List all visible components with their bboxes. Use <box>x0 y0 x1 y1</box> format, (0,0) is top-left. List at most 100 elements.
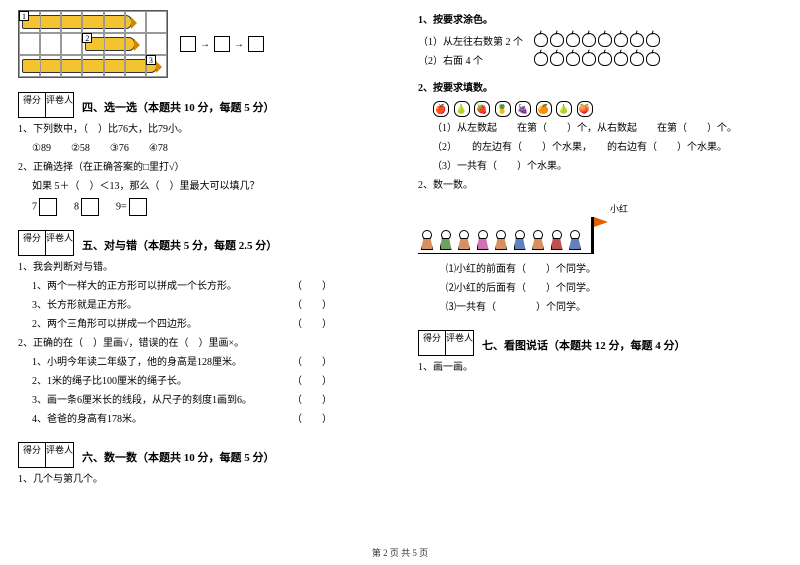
tf-blank[interactable]: （ ） <box>292 355 332 371</box>
score-box-5: 得分 评卷人 五、对与错（本题共 5 分，每题 2.5 分） <box>18 230 382 256</box>
tf-blank[interactable]: （ ） <box>292 317 332 333</box>
r-t2a: （1）从左数起 在第（ ）个，从右数起 在第（ ）个。 <box>432 121 782 137</box>
apple-icon[interactable] <box>630 52 644 66</box>
stmt: 3、画一条6厘米长的线段，从尺子的刻度1画到6。 <box>32 393 252 409</box>
kid-icon <box>438 230 452 250</box>
s5-s1: 1、两个一样大的正方形可以拼成一个长方形。（ ） <box>32 279 332 295</box>
s4-q1-opts: ①89 ②58 ③76 ④78 <box>32 141 382 157</box>
section-7-title: 七、看图说话（本题共 12 分，每题 4 分） <box>482 337 686 356</box>
s5-s2: 3、长方形就是正方形。 （ ） <box>32 298 332 314</box>
apple-icon[interactable] <box>534 52 548 66</box>
r-q2: 2、数一数。 <box>418 178 782 194</box>
kid-icon <box>419 230 433 250</box>
opt-7: 7 <box>32 201 37 212</box>
r-t1: 1、按要求涂色。 <box>418 13 782 29</box>
fruit-icon: 🍑 <box>577 101 593 117</box>
grid-tag-2: 2 <box>82 33 92 43</box>
kid-icon <box>512 230 526 250</box>
kids-figure: 小红 <box>418 202 782 254</box>
check-box[interactable] <box>81 198 99 216</box>
section-6-title: 六、数一数（本题共 10 分，每题 5 分） <box>82 449 275 468</box>
right-column: 1、按要求涂色。 （1）从左往右数第 2 个 （2）右面 4 个 2、按要求填数… <box>400 0 800 565</box>
s7-q1: 1、画一画。 <box>418 360 782 376</box>
kid-icon <box>493 230 507 250</box>
score-label: 得分 <box>18 92 46 118</box>
apple-icon[interactable] <box>566 33 580 47</box>
apple-icon[interactable] <box>550 52 564 66</box>
r-k3: ⑶一共有（ ）个同学。 <box>446 300 782 316</box>
apple-icon[interactable] <box>614 33 628 47</box>
fruit-row: 🍎 🍐 🍓 🍍 🍇 🍊 🍐 🍑 <box>432 100 782 118</box>
grader-label: 评卷人 <box>46 230 74 256</box>
s5-s4: 1、小明今年读二年级了，他的身高是128厘米。 （ ） <box>32 355 332 371</box>
arrow-icon: → <box>200 39 210 50</box>
fruit-icon: 🍊 <box>536 101 552 117</box>
s6-q1: 1、几个与第几个。 <box>18 472 382 488</box>
stmt: 4、爸爸的身高有178米。 <box>32 412 142 428</box>
stmt: 3、长方形就是正方形。 <box>32 298 137 314</box>
score-box-7: 得分 评卷人 七、看图说话（本题共 12 分，每题 4 分） <box>418 330 782 356</box>
apple-icon[interactable] <box>582 52 596 66</box>
apple-icon[interactable] <box>550 33 564 47</box>
fruit-icon: 🍐 <box>556 101 572 117</box>
apple-grid <box>533 32 661 70</box>
score-label: 得分 <box>18 230 46 256</box>
check-box[interactable] <box>39 198 57 216</box>
score-box-6: 得分 评卷人 六、数一数（本题共 10 分，每题 5 分） <box>18 442 382 468</box>
kid-icon <box>475 230 489 250</box>
apple-icon[interactable] <box>646 33 660 47</box>
stmt: 2、两个三角形可以拼成一个四边形。 <box>32 317 197 333</box>
s5-s3: 2、两个三角形可以拼成一个四边形。 （ ） <box>32 317 332 333</box>
blank-box[interactable] <box>214 36 230 52</box>
grid-box: 1 2 3 <box>18 10 168 78</box>
s5-s7: 4、爸爸的身高有178米。 （ ） <box>32 412 332 428</box>
s5-s6: 3、画一条6厘米长的线段，从尺子的刻度1画到6。 （ ） <box>32 393 332 409</box>
apple-icon[interactable] <box>534 33 548 47</box>
r-t2: 2、按要求填数。 <box>418 81 782 97</box>
score-label: 得分 <box>18 442 46 468</box>
tf-blank[interactable]: （ ） <box>292 374 332 390</box>
kid-icon <box>456 230 470 250</box>
xiaohong-label: 小红 <box>610 202 628 215</box>
stmt: 1、小明今年读二年级了，他的身高是128厘米。 <box>32 355 242 371</box>
score-label: 得分 <box>418 330 446 356</box>
apple-icon[interactable] <box>566 52 580 66</box>
s4-q1: 1、下列数中，（ ）比76大，比79小。 <box>18 122 382 138</box>
s4-q2: 2、正确选择（在正确答案的□里打√） <box>18 160 382 176</box>
check-box[interactable] <box>129 198 147 216</box>
tf-blank[interactable]: （ ） <box>292 279 332 295</box>
apple-icon[interactable] <box>630 33 644 47</box>
apple-icon[interactable] <box>598 33 612 47</box>
s5-q2: 2、正确的在（ ）里画√，错误的在（ ）里画×。 <box>18 336 382 352</box>
fruit-icon: 🍎 <box>433 101 449 117</box>
arrow-icon: → <box>234 39 244 50</box>
apple-icon[interactable] <box>646 52 660 66</box>
apple-icon[interactable] <box>598 52 612 66</box>
r-t1b: （2）右面 4 个 <box>418 54 523 70</box>
r-t1a: （1）从左往右数第 2 个 <box>418 35 523 51</box>
opt-8: 8 <box>74 201 79 212</box>
s4-choice-row: 7 8 9= <box>32 198 382 216</box>
fruit-icon: 🍓 <box>474 101 490 117</box>
blank-box[interactable] <box>248 36 264 52</box>
blank-box[interactable] <box>180 36 196 52</box>
grader-label: 评卷人 <box>46 442 74 468</box>
tf-blank[interactable]: （ ） <box>292 298 332 314</box>
tf-blank[interactable]: （ ） <box>292 393 332 409</box>
fruit-icon: 🍍 <box>495 101 511 117</box>
kid-icon <box>549 230 563 250</box>
stmt: 2、1米的绳子比100厘米的绳子长。 <box>32 374 187 390</box>
r-k1: ⑴小红的前面有（ ）个同学。 <box>446 262 782 278</box>
r-t2b: （2） 的左边有（ ）个水果， 的右边有（ ）个水果。 <box>432 140 782 156</box>
flag-icon <box>591 217 594 253</box>
r-t2c: （3）一共有（ ）个水果。 <box>432 159 782 175</box>
s4-q2a: 如果 5＋（ ）＜13，那么（ ）里最大可以填几？ <box>32 179 382 195</box>
kid-icon <box>530 230 544 250</box>
apple-icon[interactable] <box>582 33 596 47</box>
apple-icon[interactable] <box>614 52 628 66</box>
grader-label: 评卷人 <box>46 92 74 118</box>
grid-tag-3: 3 <box>146 55 156 65</box>
tf-blank[interactable]: （ ） <box>292 412 332 428</box>
s5-q1: 1、我会判断对与错。 <box>18 260 382 276</box>
opt-9: 9= <box>116 201 127 212</box>
